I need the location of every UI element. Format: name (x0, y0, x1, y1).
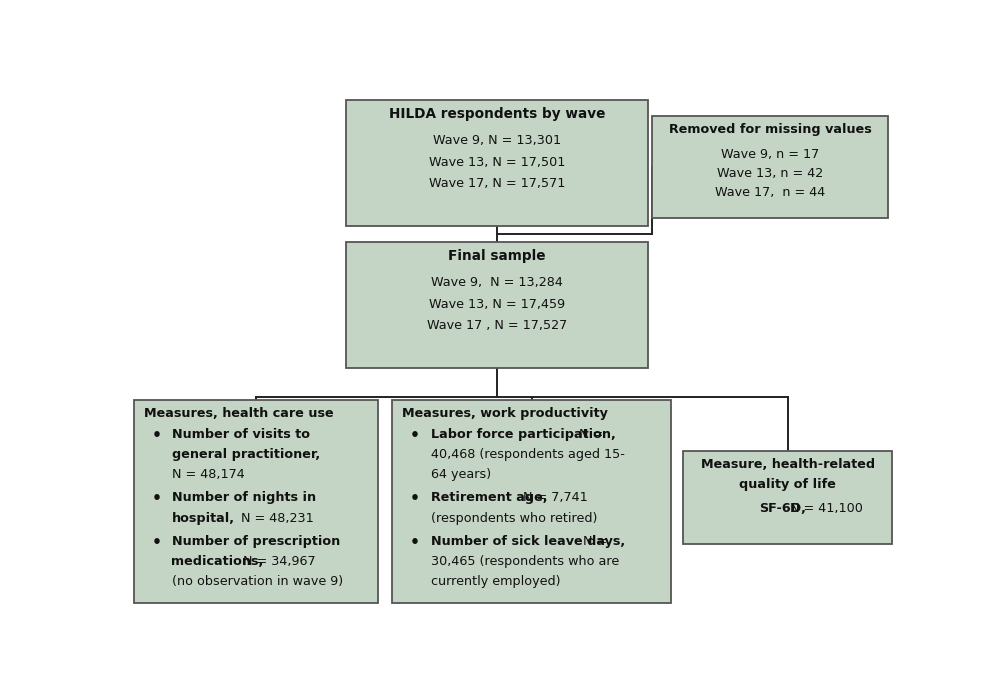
Text: N =: N = (579, 427, 603, 441)
Text: Wave 13, N = 17,501: Wave 13, N = 17,501 (429, 156, 565, 169)
Text: 64 years): 64 years) (431, 468, 491, 482)
Text: N =: N = (583, 535, 607, 548)
Text: medications,: medications, (172, 555, 264, 568)
Text: HILDA respondents by wave: HILDA respondents by wave (389, 107, 605, 121)
FancyBboxPatch shape (134, 400, 378, 603)
Text: •: • (152, 535, 162, 550)
Text: N = 48,174: N = 48,174 (172, 468, 244, 482)
Text: •: • (410, 491, 420, 507)
Text: Labor force participation,: Labor force participation, (431, 427, 616, 441)
FancyBboxPatch shape (392, 400, 671, 603)
Text: (no observation in wave 9): (no observation in wave 9) (172, 576, 343, 589)
Text: •: • (410, 427, 420, 443)
Text: Number of visits to: Number of visits to (172, 427, 310, 441)
Text: Number of prescription: Number of prescription (172, 535, 340, 548)
Text: N = 41,100: N = 41,100 (790, 502, 863, 514)
Text: Wave 9, N = 13,301: Wave 9, N = 13,301 (433, 134, 561, 148)
Text: Wave 13, n = 42: Wave 13, n = 42 (717, 167, 823, 180)
Text: Wave 17, N = 17,571: Wave 17, N = 17,571 (429, 177, 565, 190)
FancyBboxPatch shape (652, 116, 888, 217)
Text: Wave 9, n = 17: Wave 9, n = 17 (721, 148, 819, 161)
Text: Wave 13, N = 17,459: Wave 13, N = 17,459 (429, 298, 565, 311)
Text: Removed for missing values: Removed for missing values (669, 123, 872, 136)
Text: hospital,: hospital, (172, 512, 234, 525)
Text: quality of life: quality of life (739, 478, 836, 491)
Text: 30,465 (respondents who are: 30,465 (respondents who are (431, 555, 619, 568)
Text: N = 48,231: N = 48,231 (241, 512, 314, 525)
Text: Wave 9,  N = 13,284: Wave 9, N = 13,284 (431, 276, 563, 290)
Text: Retirement age,: Retirement age, (431, 491, 548, 505)
Text: Number of sick leave days,: Number of sick leave days, (431, 535, 625, 548)
Text: 40,468 (respondents aged 15-: 40,468 (respondents aged 15- (431, 448, 625, 461)
Text: general practitioner,: general practitioner, (172, 448, 320, 461)
Text: currently employed): currently employed) (431, 576, 561, 589)
Text: Measures, health care use: Measures, health care use (144, 407, 334, 420)
Text: Number of nights in: Number of nights in (172, 491, 316, 505)
Text: •: • (152, 491, 162, 507)
Text: Wave 17,  n = 44: Wave 17, n = 44 (715, 187, 825, 200)
FancyBboxPatch shape (683, 450, 892, 544)
Text: •: • (152, 427, 162, 443)
Text: Measures, work productivity: Measures, work productivity (402, 407, 608, 420)
Text: (respondents who retired): (respondents who retired) (431, 512, 598, 525)
FancyBboxPatch shape (346, 242, 648, 367)
Text: Final sample: Final sample (448, 249, 546, 263)
Text: Wave 17 , N = 17,527: Wave 17 , N = 17,527 (427, 319, 567, 332)
FancyBboxPatch shape (346, 100, 648, 226)
Text: N = 7,741: N = 7,741 (523, 491, 588, 505)
Text: •: • (410, 535, 420, 550)
Text: SF-6D,: SF-6D, (759, 502, 806, 514)
Text: Measure, health-related: Measure, health-related (701, 458, 875, 471)
Text: N = 34,967: N = 34,967 (243, 555, 315, 568)
